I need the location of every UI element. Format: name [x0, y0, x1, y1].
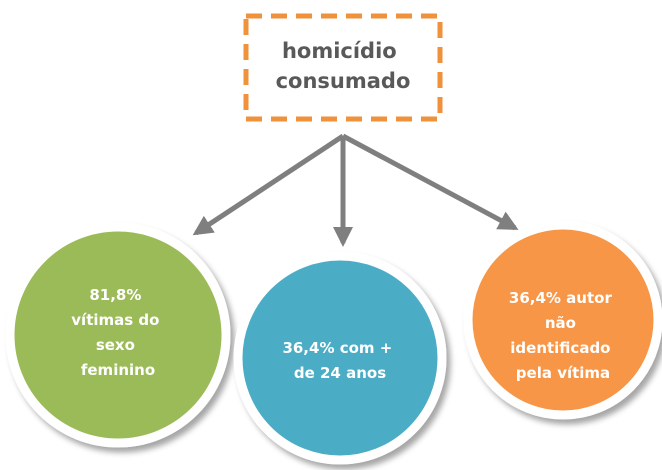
root-box: [243, 13, 443, 122]
arrow: [341, 133, 519, 231]
node-circle: [233, 251, 447, 465]
arrows: [192, 133, 519, 247]
node-circle: [5, 222, 231, 448]
node-label: 36,4% autor não identificado pela vítima: [509, 289, 617, 382]
arrow: [192, 133, 345, 236]
node-label: 81,8% vítimas do sexo feminino: [71, 286, 164, 379]
node-label: 36,4% com + de 24 anos: [282, 339, 397, 382]
node-circle: [463, 220, 662, 420]
root-label: homicídio consumado: [276, 39, 411, 93]
